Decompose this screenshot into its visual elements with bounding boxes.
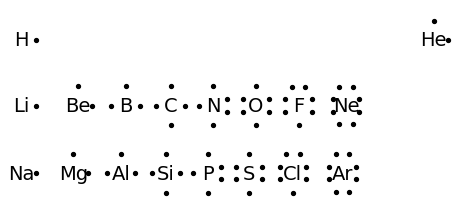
Text: F: F [293, 97, 304, 115]
Text: Be: Be [65, 97, 91, 115]
Text: N: N [206, 97, 220, 115]
Text: Mg: Mg [59, 164, 88, 183]
Text: Cl: Cl [283, 164, 302, 183]
Text: Ne: Ne [333, 97, 359, 115]
Text: Si: Si [157, 164, 175, 183]
Text: Ar: Ar [331, 164, 353, 183]
Text: H: H [14, 31, 28, 50]
Text: S: S [243, 164, 255, 183]
Text: O: O [248, 97, 264, 115]
Text: Na: Na [8, 164, 35, 183]
Text: B: B [119, 97, 132, 115]
Text: P: P [202, 164, 213, 183]
Text: C: C [164, 97, 177, 115]
Text: Li: Li [13, 97, 29, 115]
Text: Al: Al [111, 164, 130, 183]
Text: He: He [420, 31, 447, 50]
